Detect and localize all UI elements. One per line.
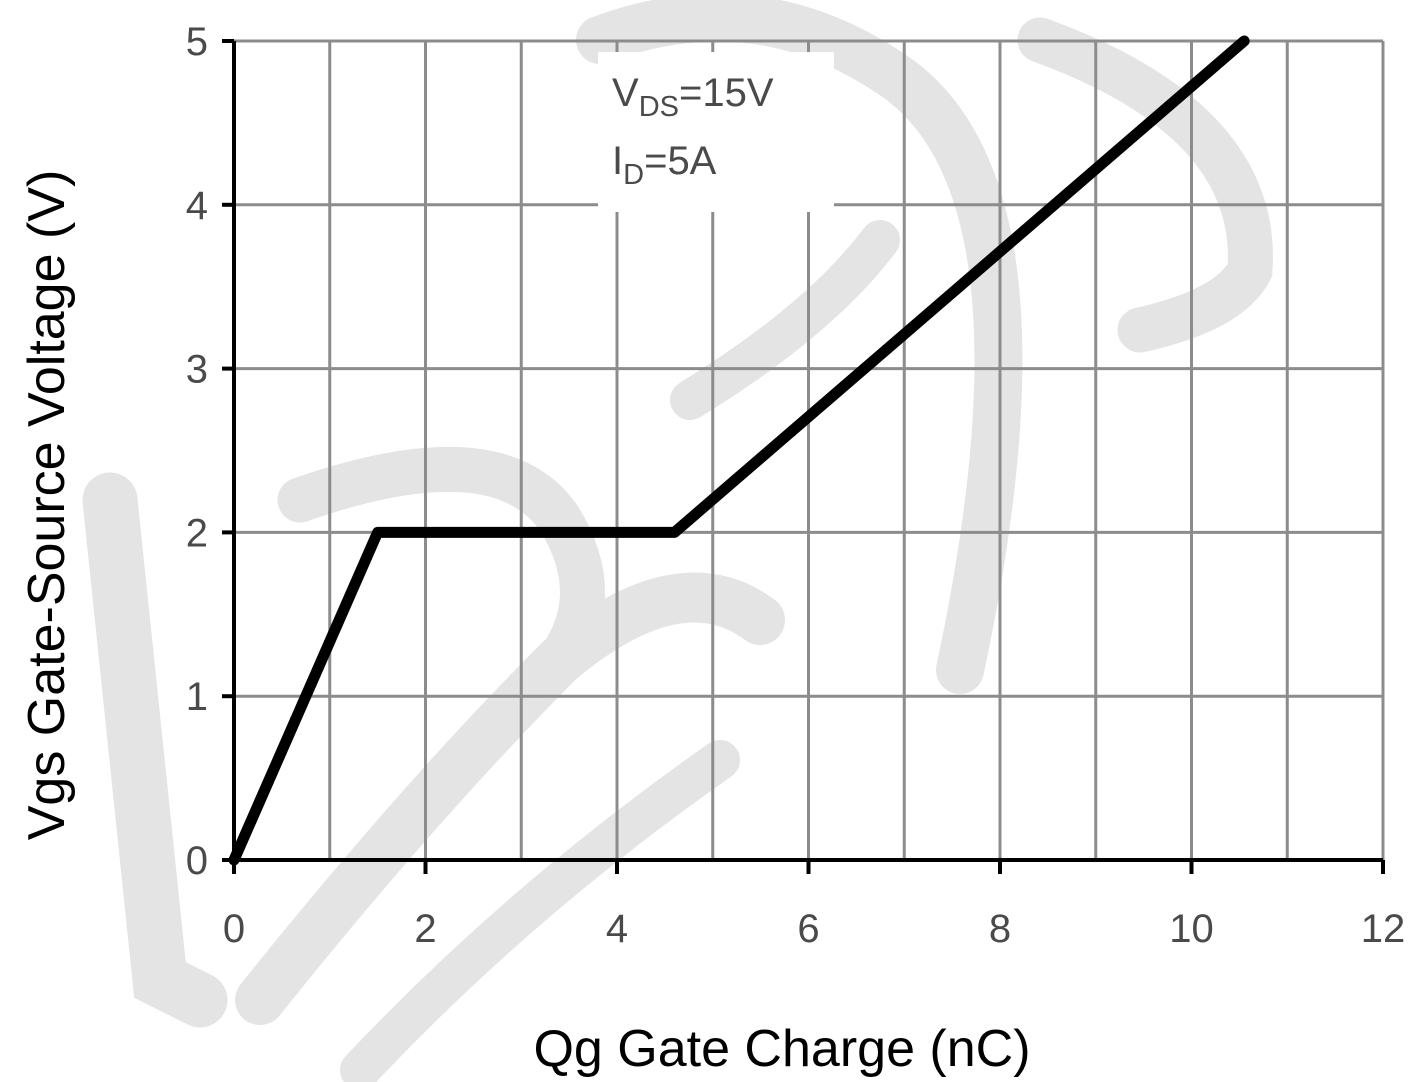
watermark-stroke: [340, 740, 740, 1082]
watermark-stroke: [235, 572, 785, 1025]
data-series: [228, 35, 1250, 866]
y-tick-label: 0: [186, 839, 208, 883]
watermark-stroke: [670, 220, 900, 420]
x-tick-label: 4: [606, 907, 628, 951]
watermark-stroke: [1017, 17, 1273, 353]
annotation-vds: VDS=15V: [612, 71, 774, 123]
y-axis-title: Vgs Gate-Source Voltage (V): [18, 170, 76, 841]
y-tick-label: 1: [186, 675, 208, 719]
y-tick-label: 2: [186, 511, 208, 555]
x-tick-label: 2: [414, 907, 436, 951]
x-tick-label: 6: [797, 907, 819, 951]
x-tick-label: 8: [989, 907, 1011, 951]
y-tick-label: 3: [186, 348, 208, 392]
watermark-logo: [82, 0, 1273, 1082]
x-tick-label: 12: [1361, 907, 1406, 951]
y-tick-label: 4: [186, 184, 208, 228]
y-tick-labels: 0 1 2 3 4 5: [186, 20, 208, 883]
x-tick-label: 10: [1169, 907, 1214, 951]
annotation-id: ID=5A: [612, 139, 717, 191]
x-axis-title: Qg Gate Charge (nC): [533, 1020, 1030, 1078]
x-tick-label: 0: [223, 907, 245, 951]
x-tick-labels: 0 2 4 6 8 10 12: [223, 907, 1405, 951]
watermark-stroke: [576, 0, 1023, 694]
annotation-background: [598, 52, 834, 212]
axes: [222, 39, 1385, 874]
watermark-stroke: [82, 472, 228, 1028]
series-line: [228, 35, 1250, 866]
y-tick-label: 5: [186, 20, 208, 64]
